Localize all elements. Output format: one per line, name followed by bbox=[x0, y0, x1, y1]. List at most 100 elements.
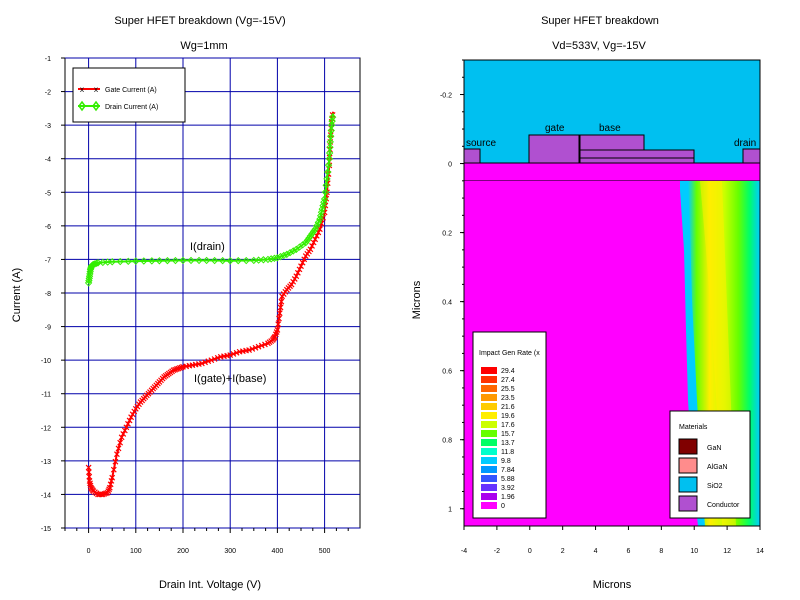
colorbar-value: 25.5 bbox=[501, 386, 515, 393]
gate-current-point bbox=[293, 273, 300, 280]
material-label: SiO2 bbox=[707, 483, 723, 490]
gate-contact bbox=[528, 134, 580, 164]
gate-current-point bbox=[85, 464, 92, 471]
drain-current-point bbox=[325, 155, 334, 163]
right-x-tick-label: -4 bbox=[461, 548, 467, 555]
drain-current-point bbox=[242, 256, 250, 265]
right-y-tick-label: 0.2 bbox=[442, 231, 452, 238]
left-x-axis-label: Drain Int. Voltage (V) bbox=[159, 579, 261, 591]
left-chart-title: Super HFET breakdown (Vg=-15V) bbox=[114, 15, 285, 27]
colorbar-swatch bbox=[481, 421, 497, 428]
base-contact bbox=[579, 134, 645, 151]
gate-current-point bbox=[298, 263, 304, 270]
drain-current-point bbox=[324, 161, 333, 169]
y-tick-label: -2 bbox=[45, 90, 51, 97]
x-tick-label: 100 bbox=[130, 548, 142, 555]
x-tick-label: 400 bbox=[272, 548, 284, 555]
left-y-axis-label: Current (A) bbox=[11, 268, 23, 322]
left-series-layer bbox=[84, 111, 337, 498]
gate-current-point bbox=[101, 490, 108, 497]
gate-current-point bbox=[278, 298, 285, 305]
colorbar-value: 13.7 bbox=[501, 440, 515, 447]
y-tick-label: -4 bbox=[45, 157, 51, 164]
colorbar-value: 23.5 bbox=[501, 395, 515, 402]
drain-current-point bbox=[195, 256, 203, 265]
gate-current-point bbox=[301, 256, 308, 263]
drain-current-point bbox=[302, 238, 310, 247]
gate-current-point bbox=[276, 315, 282, 322]
right-x-tick-label: 14 bbox=[756, 548, 764, 555]
gate-current-point bbox=[110, 466, 117, 473]
right-y-tick-label: 0.4 bbox=[442, 300, 452, 307]
colorbar-swatch bbox=[481, 376, 497, 383]
materials-title: Materials bbox=[679, 424, 708, 431]
drain-current-point bbox=[108, 258, 116, 266]
colorbar-swatch bbox=[481, 385, 497, 392]
right-x-tick-label: 0 bbox=[528, 548, 532, 555]
drain-current-point bbox=[323, 175, 331, 183]
gate-current-point bbox=[123, 424, 130, 431]
colorbar-swatch bbox=[481, 367, 497, 374]
gate-current-point bbox=[230, 351, 237, 357]
colorbar-title: Impact Gen Rate (x bbox=[479, 350, 540, 357]
drain-current-point bbox=[218, 256, 227, 265]
drain-current-point bbox=[210, 256, 219, 265]
drain-current-point bbox=[328, 117, 336, 125]
gate-current-point bbox=[120, 431, 127, 437]
right-x-tick-label: 2 bbox=[561, 548, 565, 555]
left-legend: x x Gate Current (A) Drain Current (A) bbox=[72, 67, 186, 123]
left-y-ticks: -1 -2 -3 -4 -5 -6 -7 -8 -9 -10 -11 -12 -13 -14 -15 bbox=[41, 56, 65, 533]
drain-current-point bbox=[267, 255, 275, 263]
right-y-ticks: -0.2 0 0.2 0.4 0.6 0.8 1 bbox=[440, 59, 464, 514]
left-panel: Super HFET breakdown (Vg=-15V) Wg=1mm -1… bbox=[11, 15, 361, 591]
drain-current-point bbox=[286, 248, 294, 257]
legend-drain-marker bbox=[78, 100, 100, 112]
legend-gate-label: Gate Current (A) bbox=[105, 87, 157, 94]
right-x-tick-label: 10 bbox=[690, 548, 698, 555]
drain-current-point bbox=[273, 254, 282, 262]
source-contact bbox=[464, 148, 481, 164]
y-tick-label: -1 bbox=[45, 56, 51, 63]
right-x-ticks: -4 -2 0 2 4 6 8 10 12 14 bbox=[461, 526, 764, 555]
right-y-tick-label: -0.2 bbox=[440, 93, 452, 100]
material-swatch bbox=[678, 495, 698, 512]
gate-current-point bbox=[275, 321, 282, 328]
drain-current-point bbox=[264, 255, 272, 264]
gate-current-point bbox=[115, 445, 122, 452]
right-x-tick-label: 6 bbox=[626, 548, 630, 555]
material-label: Conductor bbox=[707, 502, 740, 509]
drain-annotation: I(drain) bbox=[190, 241, 225, 253]
y-tick-label: -15 bbox=[41, 526, 51, 533]
material-swatch bbox=[678, 438, 698, 455]
gate-current-point bbox=[170, 367, 177, 374]
colorbar-value: 29.4 bbox=[501, 368, 515, 375]
gate-current-point bbox=[85, 469, 92, 476]
colorbar-swatch bbox=[481, 412, 497, 419]
material-label: GaN bbox=[707, 445, 721, 452]
gate-current-point bbox=[307, 246, 314, 253]
colorbar-entries: 29.4 27.4 25.5 23.5 21.6 19.6 17.6 15.7 13.7 11.8… bbox=[481, 367, 515, 510]
x-tick-label: 500 bbox=[319, 548, 331, 555]
drain-current-point bbox=[320, 195, 329, 203]
colorbar-legend: Impact Gen Rate (x 29.4 27.4 25.5 23.5 21.6 1… bbox=[472, 331, 547, 519]
colorbar-value: 1.96 bbox=[501, 494, 515, 501]
colorbar-swatch bbox=[481, 466, 497, 473]
gate-current-point bbox=[310, 239, 317, 246]
gate-current-point bbox=[288, 281, 295, 288]
drain-current-point bbox=[303, 236, 312, 245]
y-tick-label: -10 bbox=[41, 358, 51, 365]
drain-current-point bbox=[289, 247, 297, 255]
gate-current-point bbox=[211, 356, 218, 362]
gate-current-point bbox=[274, 327, 281, 333]
gate-current-point bbox=[109, 474, 116, 481]
gate-current-point bbox=[106, 486, 113, 493]
legend-box bbox=[72, 67, 186, 123]
drain-current-point bbox=[306, 232, 315, 240]
right-x-tick-label: 8 bbox=[659, 548, 663, 555]
right-x-tick-label: 4 bbox=[594, 548, 598, 555]
drain-current-point bbox=[321, 188, 330, 196]
y-tick-label: -11 bbox=[41, 392, 51, 399]
material-swatch bbox=[678, 476, 698, 493]
colorbar-swatch bbox=[481, 475, 497, 482]
colorbar-swatch bbox=[481, 430, 497, 437]
